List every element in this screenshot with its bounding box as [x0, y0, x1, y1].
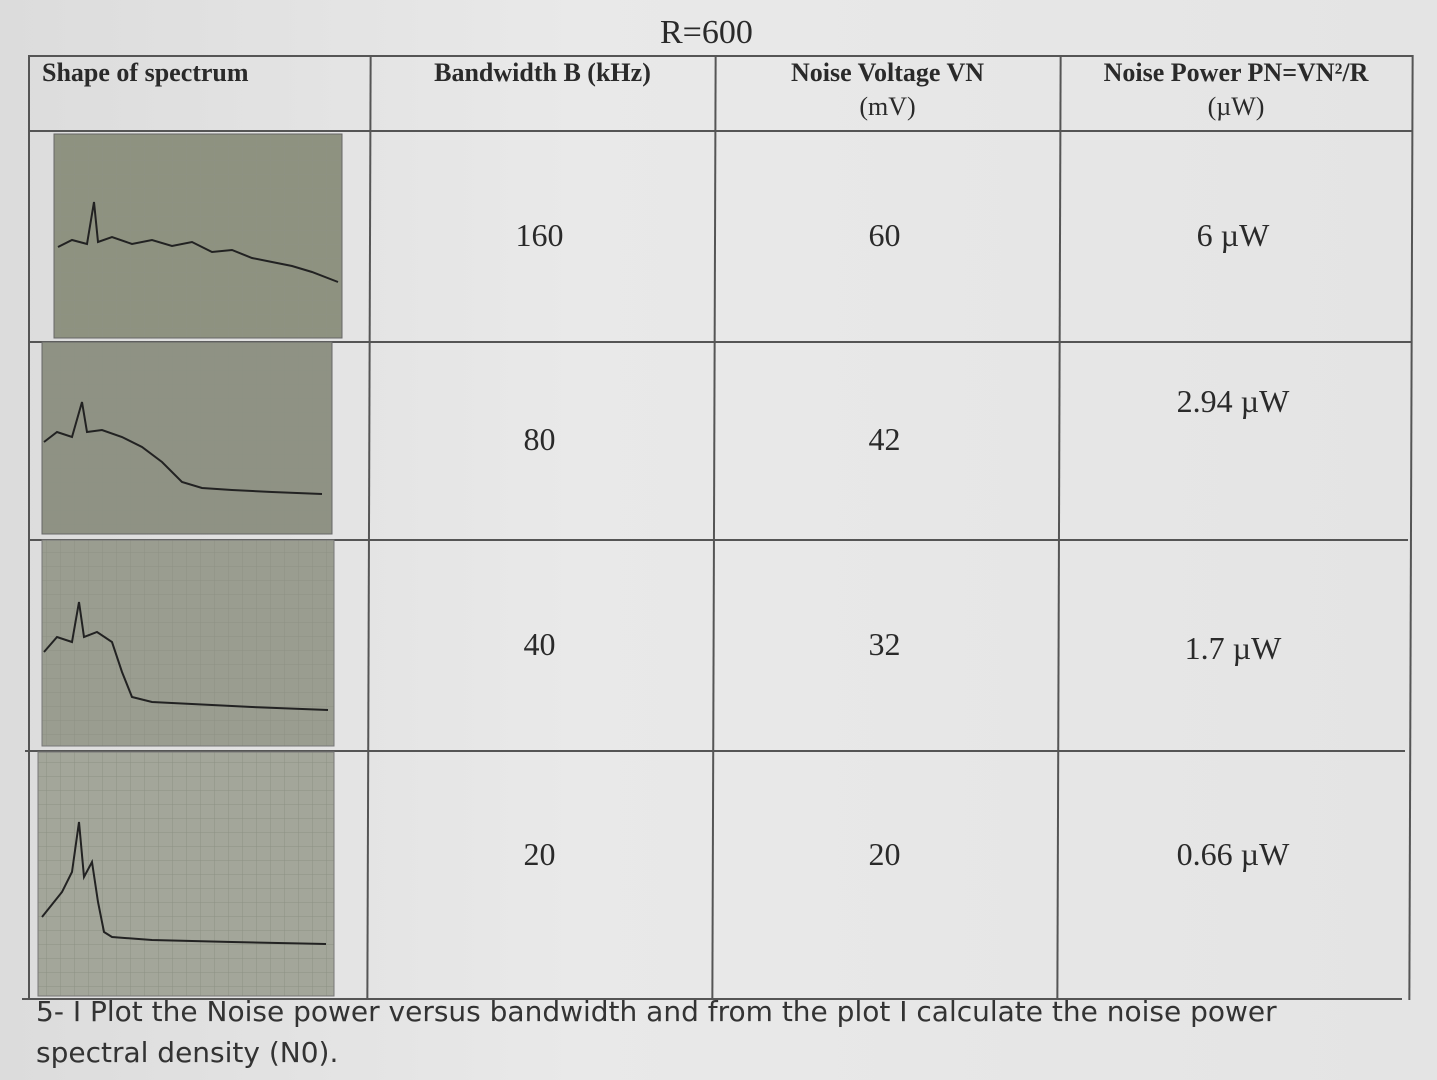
column-header: (mV)	[859, 92, 916, 121]
rule	[1408, 55, 1414, 1000]
rule	[28, 539, 1408, 541]
table-cell: 40	[523, 626, 556, 662]
footer-line: spectral density (N0).	[36, 1036, 339, 1069]
table-cell: 60	[868, 217, 901, 253]
footer-line: 5- I Plot the Noise power versus bandwid…	[36, 995, 1277, 1028]
table-cell: 1.7 µW	[1184, 630, 1282, 666]
rule	[28, 55, 1412, 57]
column-header: (µW)	[1207, 92, 1265, 121]
table-cell: 2.94 µW	[1176, 383, 1290, 419]
table-cell: 20	[868, 836, 901, 872]
table-cell: 42	[868, 421, 901, 457]
column-header: Bandwidth B (kHz)	[434, 58, 651, 87]
column-header: Noise Power PN=VN²/R	[1103, 58, 1369, 87]
table-cell: 0.66 µW	[1176, 836, 1290, 872]
rule	[25, 750, 1405, 752]
table-cell: 20	[523, 836, 556, 872]
title: R=600	[660, 14, 753, 51]
table-cell: 32	[868, 626, 901, 662]
rule	[28, 55, 30, 1000]
rule	[28, 341, 1412, 343]
table-cell: 80	[523, 421, 556, 457]
table-cell: 6 µW	[1196, 217, 1270, 253]
rule	[28, 130, 1412, 132]
column-header: Noise Voltage VN	[790, 58, 985, 87]
spectrum-images	[37, 133, 343, 997]
column-header: Shape of spectrum	[42, 58, 249, 87]
table-cell: 160	[515, 217, 564, 253]
